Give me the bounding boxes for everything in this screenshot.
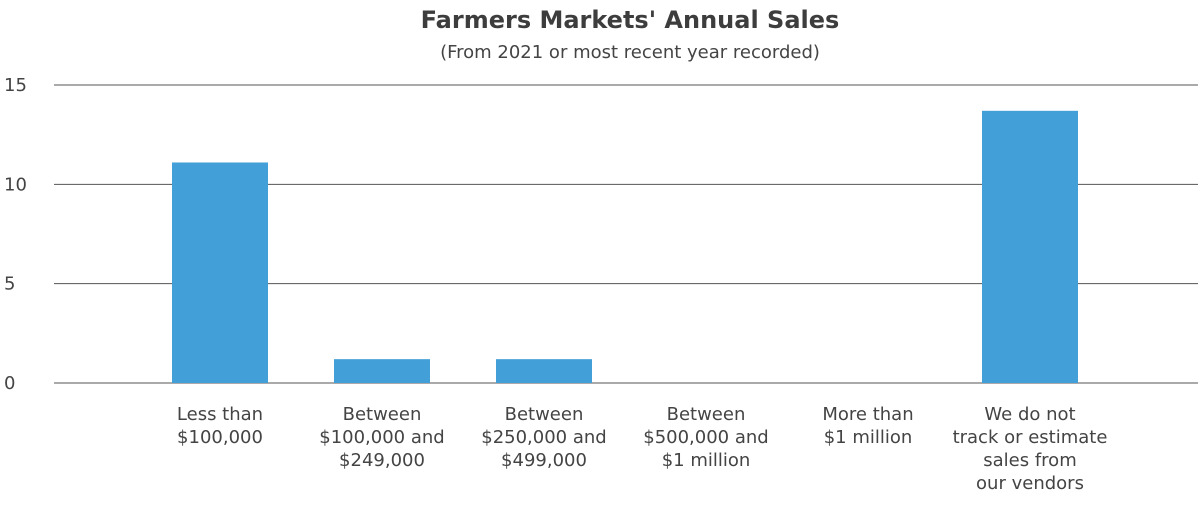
x-category-label-line: $1 million <box>662 450 751 471</box>
x-category-label-line: Less than <box>177 404 263 425</box>
x-category-label-line: $250,000 and <box>481 427 606 448</box>
y-tick-label: 0 <box>4 373 15 394</box>
bar <box>334 359 430 383</box>
x-category-label-line: We do not <box>984 404 1075 425</box>
x-category-label-line: $249,000 <box>339 450 425 471</box>
y-axis-ticks: 0 5 10 15 <box>4 75 27 394</box>
x-category-label-line: More than <box>822 404 913 425</box>
x-category-label: Between$500,000 and$1 million <box>643 404 768 471</box>
x-category-label-line: $1 million <box>824 427 913 448</box>
x-category-label-line: $500,000 and <box>643 427 768 448</box>
x-category-label: Between$250,000 and$499,000 <box>481 404 606 471</box>
y-tick-label: 10 <box>4 174 27 195</box>
x-category-label-line: $100,000 and <box>319 427 444 448</box>
chart-subtitle: (From 2021 or most recent year recorded) <box>440 42 820 63</box>
bar <box>172 162 268 383</box>
bars <box>172 110 1078 384</box>
x-category-label: Less than$100,000 <box>177 404 263 448</box>
x-category-label: Between$100,000 and$249,000 <box>319 404 444 471</box>
x-category-label-line: our vendors <box>976 473 1084 494</box>
x-category-label-line: Between <box>343 404 422 425</box>
x-category-label-line: track or estimate <box>953 427 1108 448</box>
y-tick-label: 15 <box>4 75 27 96</box>
y-tick-label: 5 <box>4 274 15 295</box>
x-category-label-line: $499,000 <box>501 450 587 471</box>
x-category-label-line: $100,000 <box>177 427 263 448</box>
bar <box>982 110 1078 384</box>
bar <box>496 359 592 383</box>
x-category-label-line: sales from <box>983 450 1076 471</box>
x-category-label-line: Between <box>505 404 584 425</box>
x-category-label-line: Between <box>667 404 746 425</box>
x-category-label: More than$1 million <box>822 404 913 448</box>
chart-title: Farmers Markets' Annual Sales <box>420 6 840 34</box>
